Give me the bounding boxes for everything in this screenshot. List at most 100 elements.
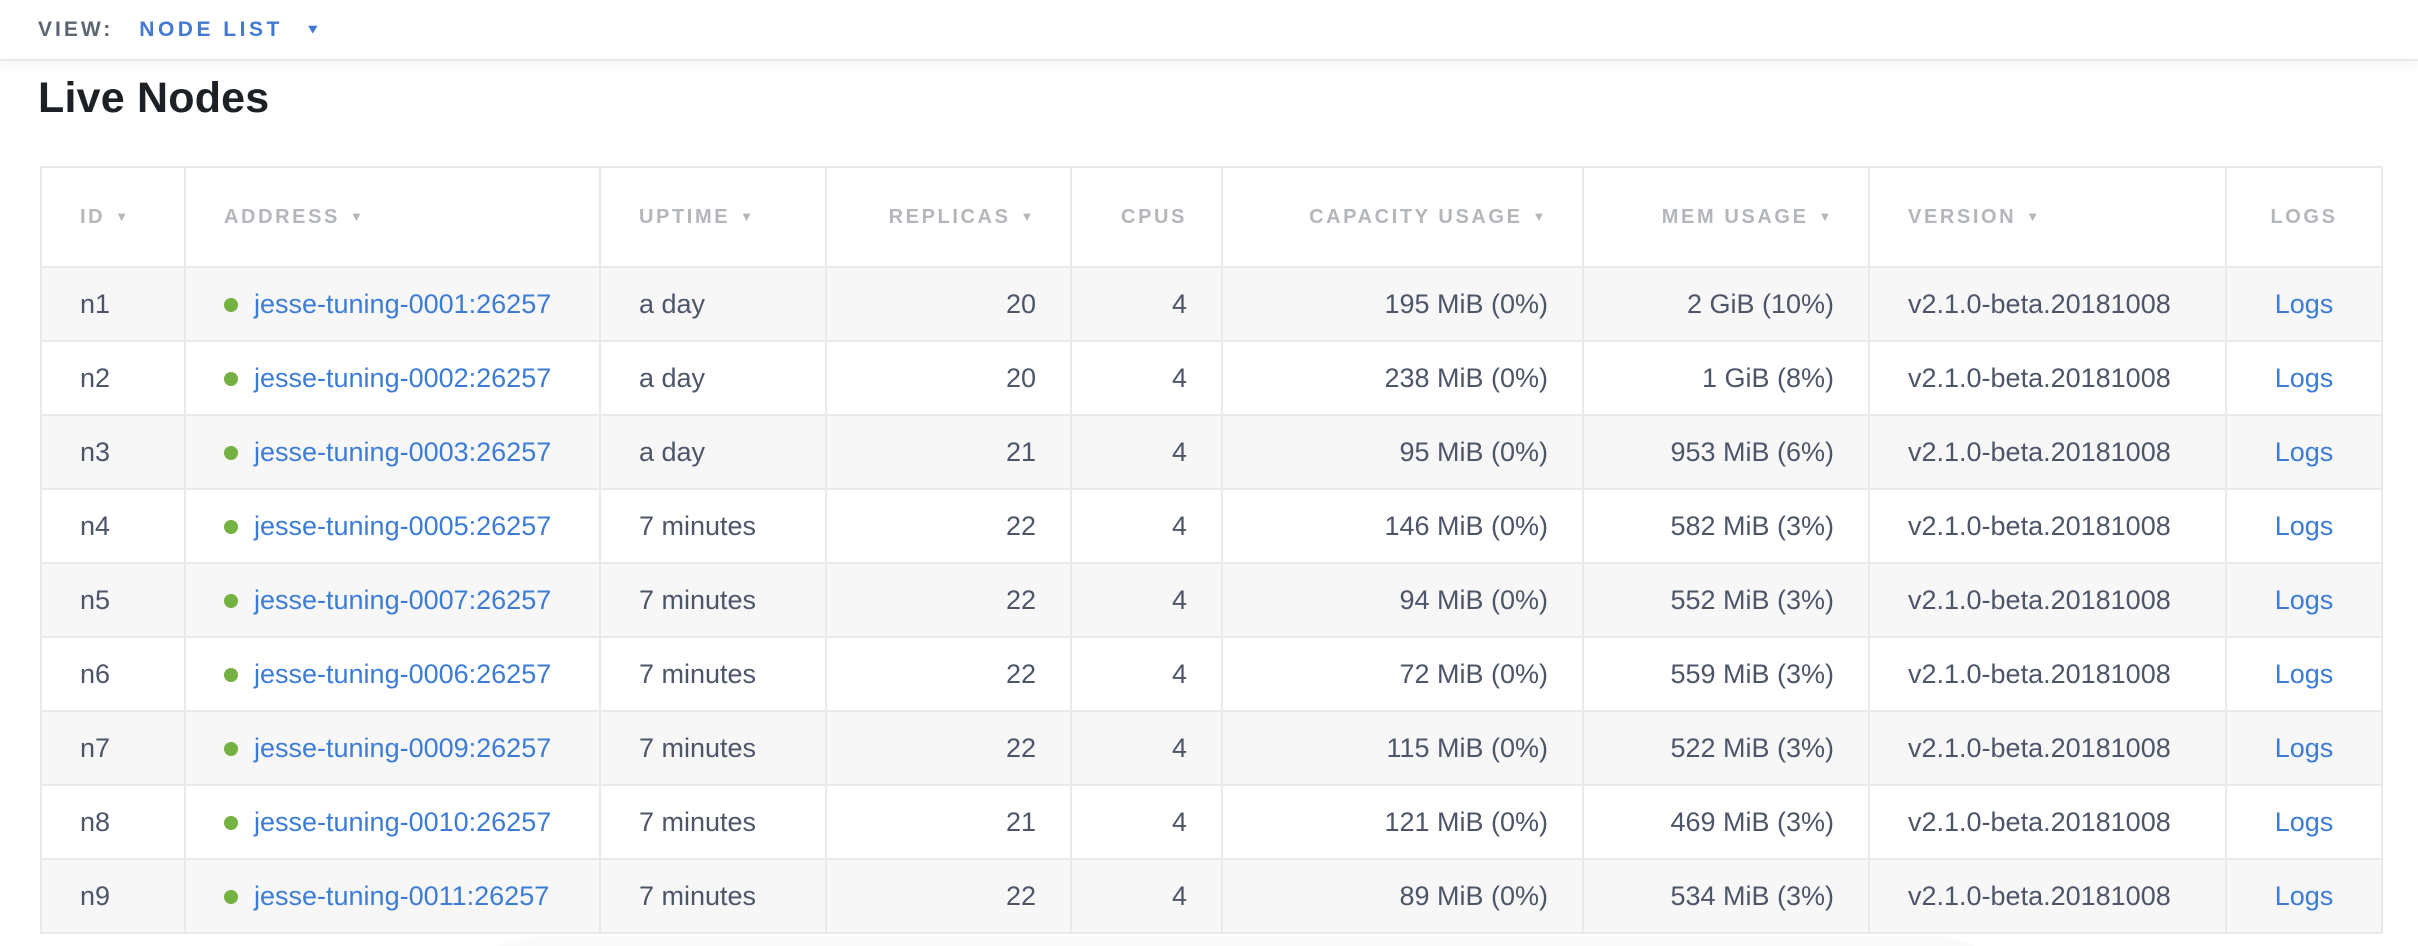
logs-link[interactable]: Logs [2274, 584, 2334, 615]
cell-value: n6 [80, 658, 111, 689]
cell-value: a day [639, 288, 706, 319]
table-row: n5 jesse-tuning-0007:26257 7 minutes 22 4 94 … [40, 562, 2383, 638]
cell-uptime: 7 minutes [599, 784, 827, 860]
column-header-mem[interactable]: MEM USAGE ▼ [1582, 166, 1870, 268]
cell-value: n3 [80, 436, 111, 467]
cell-value: v2.1.0-beta.20181008 [1908, 880, 2171, 911]
column-header-label: LOGS [2270, 205, 2338, 228]
table-row: n6 jesse-tuning-0006:26257 7 minutes 22 4 72 … [40, 636, 2383, 712]
logs-link[interactable]: Logs [2274, 288, 2334, 319]
cell-value: 22 [1005, 732, 1036, 763]
cell-uptime: 7 minutes [599, 562, 827, 638]
cell-value: 534 MiB (3%) [1670, 880, 1834, 911]
node-healthy-icon [224, 372, 238, 387]
cell-capacity: 146 MiB (0%) [1221, 488, 1584, 564]
column-header-address[interactable]: ADDRESS ▼ [184, 166, 601, 268]
cell-cpus: 4 [1070, 858, 1223, 934]
cell-cpus: 4 [1070, 414, 1223, 490]
view-selector-dropdown[interactable]: NODE LIST ▼ [139, 18, 320, 42]
node-address-link[interactable]: jesse-tuning-0010:26257 [254, 806, 552, 837]
sort-desc-icon: ▼ [1818, 208, 1834, 224]
node-healthy-icon [224, 890, 238, 905]
cell-value: 7 minutes [639, 880, 757, 911]
chevron-down-icon: ▼ [304, 21, 321, 37]
cell-address: jesse-tuning-0002:26257 [184, 340, 601, 416]
cell-value: 238 MiB (0%) [1384, 362, 1548, 393]
cell-value: n7 [80, 732, 111, 763]
cell-value: v2.1.0-beta.20181008 [1908, 806, 2171, 837]
sort-desc-icon: ▼ [115, 208, 131, 224]
cell-uptime: 7 minutes [599, 636, 827, 712]
column-header-id[interactable]: ID ▼ [40, 166, 186, 268]
cell-value: 21 [1005, 436, 1036, 467]
node-address-link[interactable]: jesse-tuning-0002:26257 [254, 362, 552, 393]
node-address-link[interactable]: jesse-tuning-0001:26257 [254, 288, 552, 319]
node-address-link[interactable]: jesse-tuning-0006:26257 [254, 658, 552, 689]
cell-version: v2.1.0-beta.20181008 [1868, 636, 2227, 712]
cell-value: 115 MiB (0%) [1386, 732, 1548, 763]
cell-value: 7 minutes [639, 658, 757, 689]
column-header-label: ADDRESS [224, 205, 340, 228]
cell-cpus: 4 [1070, 710, 1223, 786]
cell-value: 22 [1005, 880, 1036, 911]
cell-logs: Logs [2225, 710, 2383, 786]
cell-address: jesse-tuning-0005:26257 [184, 488, 601, 564]
cell-mem: 582 MiB (3%) [1582, 488, 1870, 564]
node-address-link[interactable]: jesse-tuning-0011:26257 [254, 880, 550, 911]
cell-value: 21 [1005, 806, 1036, 837]
node-address-link[interactable]: jesse-tuning-0007:26257 [254, 584, 552, 615]
logs-link[interactable]: Logs [2274, 362, 2334, 393]
cell-address: jesse-tuning-0009:26257 [184, 710, 601, 786]
column-header-label: CAPACITY USAGE [1309, 205, 1523, 228]
logs-link[interactable]: Logs [2274, 880, 2334, 911]
logs-link[interactable]: Logs [2274, 806, 2334, 837]
next-section-edge [495, 936, 1975, 946]
cell-value: n1 [80, 288, 111, 319]
cell-address: jesse-tuning-0007:26257 [184, 562, 601, 638]
cell-address: jesse-tuning-0003:26257 [184, 414, 601, 490]
column-header-capacity[interactable]: CAPACITY USAGE ▼ [1221, 166, 1584, 268]
cell-value: 7 minutes [639, 806, 757, 837]
column-header-cpus: CPUS [1070, 166, 1223, 268]
node-address-link[interactable]: jesse-tuning-0003:26257 [254, 436, 552, 467]
cell-value: n4 [80, 510, 111, 541]
column-header-label: ID [80, 205, 106, 228]
column-header-label: CPUS [1121, 205, 1187, 228]
cell-capacity: 72 MiB (0%) [1221, 636, 1584, 712]
view-label: VIEW: [38, 17, 114, 41]
column-header-replicas[interactable]: REPLICAS ▼ [825, 166, 1072, 268]
cell-replicas: 22 [825, 636, 1072, 712]
logs-link[interactable]: Logs [2274, 658, 2334, 689]
cell-logs: Logs [2225, 562, 2383, 638]
cell-value: 7 minutes [639, 732, 757, 763]
cell-value: v2.1.0-beta.20181008 [1908, 288, 2171, 319]
table-row: n2 jesse-tuning-0002:26257 a day 20 4 238 MiB… [40, 340, 2383, 416]
column-header-label: VERSION [1908, 205, 2017, 228]
node-healthy-icon [224, 298, 238, 313]
cell-cpus: 4 [1070, 562, 1223, 638]
cell-value: 20 [1005, 288, 1036, 319]
cell-version: v2.1.0-beta.20181008 [1868, 710, 2227, 786]
cell-uptime: a day [599, 266, 827, 342]
cell-id: n4 [40, 488, 186, 564]
sort-desc-icon: ▼ [1532, 208, 1548, 224]
column-header-uptime[interactable]: UPTIME ▼ [599, 166, 827, 268]
node-healthy-icon [224, 742, 238, 757]
cell-replicas: 22 [825, 562, 1072, 638]
cell-id: n9 [40, 858, 186, 934]
node-address-link[interactable]: jesse-tuning-0009:26257 [254, 732, 552, 763]
node-address-link[interactable]: jesse-tuning-0005:26257 [254, 510, 552, 541]
cell-replicas: 22 [825, 858, 1072, 934]
cell-value: 94 MiB (0%) [1399, 584, 1548, 615]
cell-value: 4 [1171, 436, 1187, 467]
cell-version: v2.1.0-beta.20181008 [1868, 340, 2227, 416]
logs-link[interactable]: Logs [2274, 732, 2334, 763]
cell-id: n5 [40, 562, 186, 638]
sort-desc-icon: ▼ [1020, 208, 1036, 224]
column-header-version[interactable]: VERSION ▼ [1868, 166, 2227, 268]
logs-link[interactable]: Logs [2274, 510, 2334, 541]
cell-value: 22 [1005, 510, 1036, 541]
logs-link[interactable]: Logs [2274, 436, 2334, 467]
cell-uptime: a day [599, 414, 827, 490]
cell-value: 4 [1171, 362, 1187, 393]
